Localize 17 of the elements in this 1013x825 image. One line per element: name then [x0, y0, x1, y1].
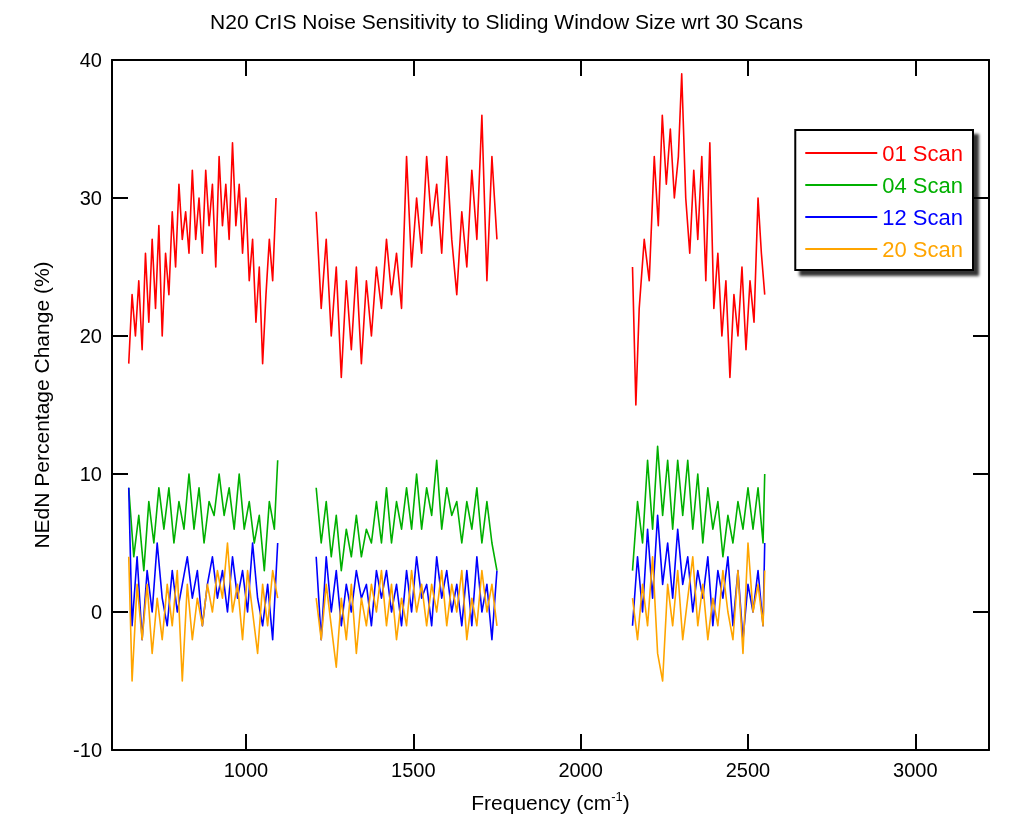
x-tick-label: 2000 — [558, 759, 603, 781]
y-tick-label: 30 — [79, 187, 102, 209]
y-tick-label: -10 — [73, 739, 102, 761]
y-tick-label: 0 — [90, 601, 102, 623]
legend-label: 04 Scan — [882, 172, 964, 198]
y-tick-label: 10 — [79, 463, 102, 485]
y-tick-label: 40 — [79, 49, 102, 71]
x-tick-label: 1000 — [223, 759, 269, 781]
x-tick-label: 1500 — [391, 759, 436, 781]
x-tick-label: 3000 — [893, 759, 938, 781]
y-tick-label: 20 — [79, 325, 102, 347]
legend-label: 20 Scan — [882, 236, 964, 262]
y-axis-title: NEdN Percentage Change (%) — [30, 261, 53, 549]
x-tick-label: 2500 — [725, 759, 771, 781]
chart-title: N20 CrIS Noise Sensitivity to Sliding Window Size wrt 30 Scans — [210, 10, 803, 33]
legend-label: 12 Scan — [882, 204, 964, 230]
legend-label: 01 Scan — [882, 140, 964, 166]
